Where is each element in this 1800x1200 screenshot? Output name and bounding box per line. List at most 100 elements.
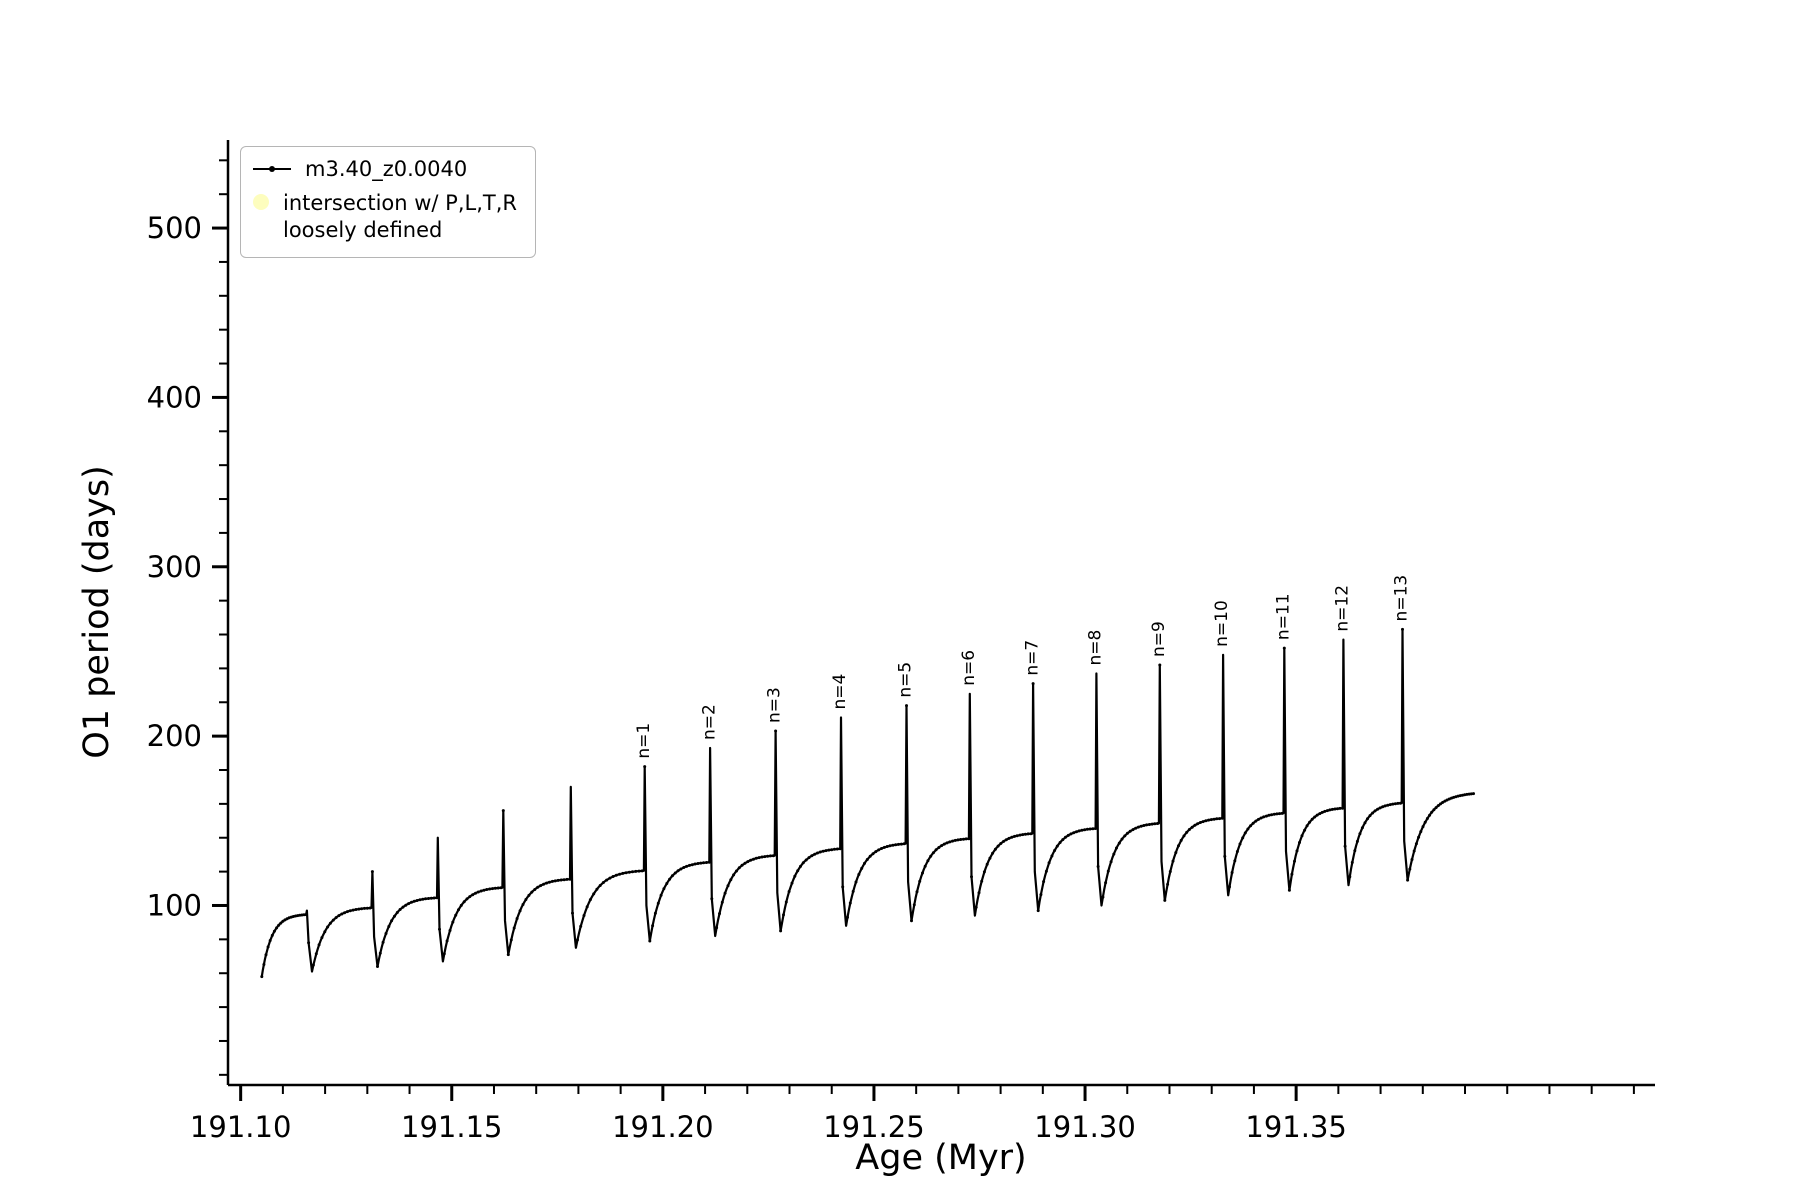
series-point [967, 837, 971, 841]
series-point [1423, 820, 1427, 824]
series-point [1270, 813, 1274, 817]
x-tick-label: 191.25 [823, 1110, 924, 1144]
series-point [1233, 859, 1237, 863]
series-point [918, 879, 922, 883]
legend-label-intersection-line1: intersection w/ P,L,T,R [283, 191, 517, 215]
series-point [1330, 807, 1334, 811]
series-point [1262, 815, 1266, 819]
spike-annotation: n=2 [699, 704, 719, 740]
series-point [1378, 806, 1382, 810]
series-point [1080, 828, 1084, 832]
y-tick-label: 200 [147, 719, 202, 753]
series-point [640, 869, 644, 873]
series-point [699, 861, 703, 865]
series-point [885, 845, 889, 848]
series-point [474, 891, 477, 895]
series-point [942, 842, 946, 846]
y-tick-label: 500 [147, 211, 202, 245]
series-point [368, 906, 372, 910]
series-point [948, 840, 952, 844]
series-point [865, 858, 869, 861]
series-point [1047, 861, 1051, 865]
series-point [1013, 834, 1016, 838]
series-point [1123, 834, 1127, 838]
series-point [1295, 849, 1299, 853]
series-point [395, 911, 399, 914]
series-point [1131, 828, 1135, 832]
series-point [550, 879, 554, 883]
x-tick-label: 191.30 [1034, 1110, 1135, 1144]
series-point [1313, 815, 1317, 819]
series-point [757, 856, 761, 860]
series-point [326, 925, 330, 929]
series-point [1363, 821, 1367, 825]
series-point [1336, 807, 1339, 811]
series-point [595, 887, 599, 891]
series-point [462, 900, 466, 904]
series-point [482, 888, 486, 892]
series-point [1212, 817, 1216, 821]
series-point [937, 846, 941, 849]
series-point [515, 917, 519, 920]
series-point [485, 888, 489, 891]
series-point [682, 866, 686, 869]
series-point [545, 881, 548, 885]
series-point [670, 874, 674, 878]
series-point [328, 921, 332, 925]
series-point [891, 843, 895, 847]
series-point [653, 911, 657, 915]
series-point [1058, 841, 1062, 844]
series-point [454, 913, 458, 917]
series-point [779, 929, 783, 933]
series-point [1177, 844, 1180, 848]
series-point [1061, 838, 1065, 842]
series-point [1419, 830, 1423, 834]
series-point [926, 859, 930, 863]
series-point [1044, 869, 1048, 873]
series-point [611, 875, 615, 878]
series-point [1069, 832, 1073, 836]
series-point [1120, 837, 1124, 841]
series-point [404, 903, 408, 907]
series-point [1353, 849, 1357, 853]
series-point [1106, 869, 1110, 873]
x-axis-label: Age (Myr) [855, 1138, 1027, 1178]
series-point [360, 907, 364, 911]
series-point [524, 898, 528, 901]
series-point [1190, 825, 1194, 829]
series-point [1150, 822, 1154, 826]
series-point [945, 841, 949, 845]
series-point [311, 963, 315, 967]
series-point [418, 898, 422, 902]
series-point [827, 848, 831, 852]
series-point [702, 861, 706, 865]
series-point [479, 889, 483, 893]
series-point [816, 851, 819, 855]
series-point [1018, 833, 1022, 837]
series-point [799, 864, 802, 868]
series-point [934, 848, 938, 852]
spike-annotation: n=4 [830, 674, 850, 710]
series-point [676, 869, 680, 873]
series-point [493, 886, 497, 890]
series-point [1398, 801, 1402, 805]
x-tick-label: 191.35 [1245, 1110, 1346, 1144]
x-tick-label: 191.10 [190, 1110, 291, 1144]
series-point [1085, 827, 1089, 831]
series-point [262, 963, 266, 966]
series-point [1290, 872, 1294, 876]
series-point [931, 851, 935, 855]
series-point [412, 899, 416, 903]
series-point [1293, 859, 1296, 863]
series-point [370, 870, 374, 874]
series-point [962, 837, 965, 841]
series-point [1156, 822, 1160, 825]
series-point [1441, 800, 1445, 804]
series-point [1355, 839, 1359, 843]
series-point [863, 861, 866, 865]
series-point [509, 938, 513, 942]
series-point [838, 847, 842, 851]
series-point [1254, 819, 1258, 823]
series-point [659, 893, 663, 897]
series-point [1383, 804, 1387, 808]
